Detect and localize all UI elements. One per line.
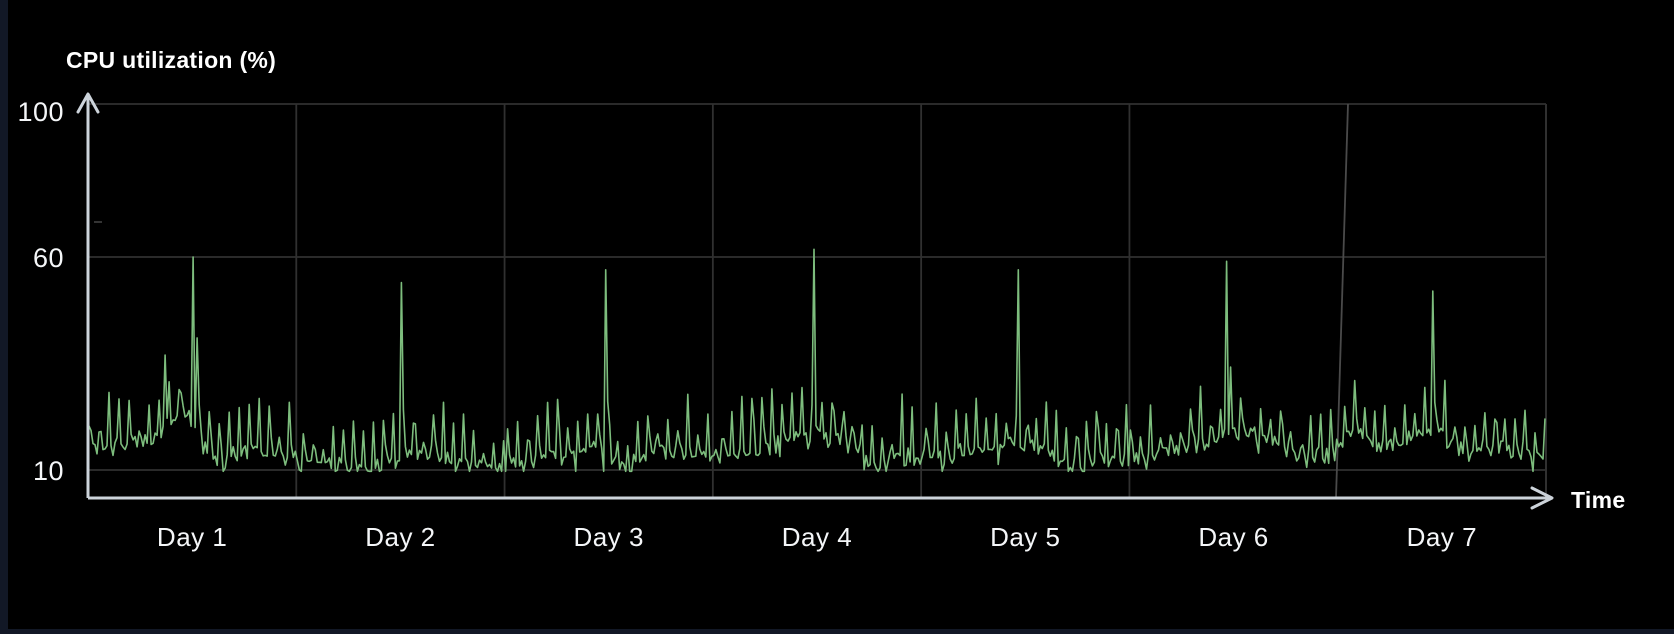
window-edge-bottom: [0, 629, 1674, 634]
y-tick-label-60: 60: [32, 243, 64, 273]
chart-title: CPU utilization (%): [66, 47, 277, 73]
x-tick-label-day-6: Day 6: [1198, 522, 1269, 552]
x-axis-arrow-icon: [1530, 486, 1554, 510]
window-edge-left: [0, 0, 8, 634]
x-tick-label-day-4: Day 4: [781, 522, 853, 552]
x-tick-label-day-2: Day 2: [365, 522, 436, 552]
y-axis-arrow-icon: [76, 92, 100, 114]
y-tick-label-100: 100: [17, 97, 64, 127]
x-tick-label-day-7: Day 7: [1406, 522, 1478, 552]
x-tick-label-day-5: Day 5: [990, 522, 1061, 552]
x-tick-label-day-3: Day 3: [573, 522, 644, 552]
y-tick-label-10: 10: [32, 456, 64, 486]
v-gridline-6-slanted: [1335, 103, 1349, 499]
cpu-utilization-series-line: [88, 248, 1546, 473]
x-axis-title: Time: [1571, 487, 1626, 513]
x-tick-label-day-1: Day 1: [156, 522, 228, 552]
